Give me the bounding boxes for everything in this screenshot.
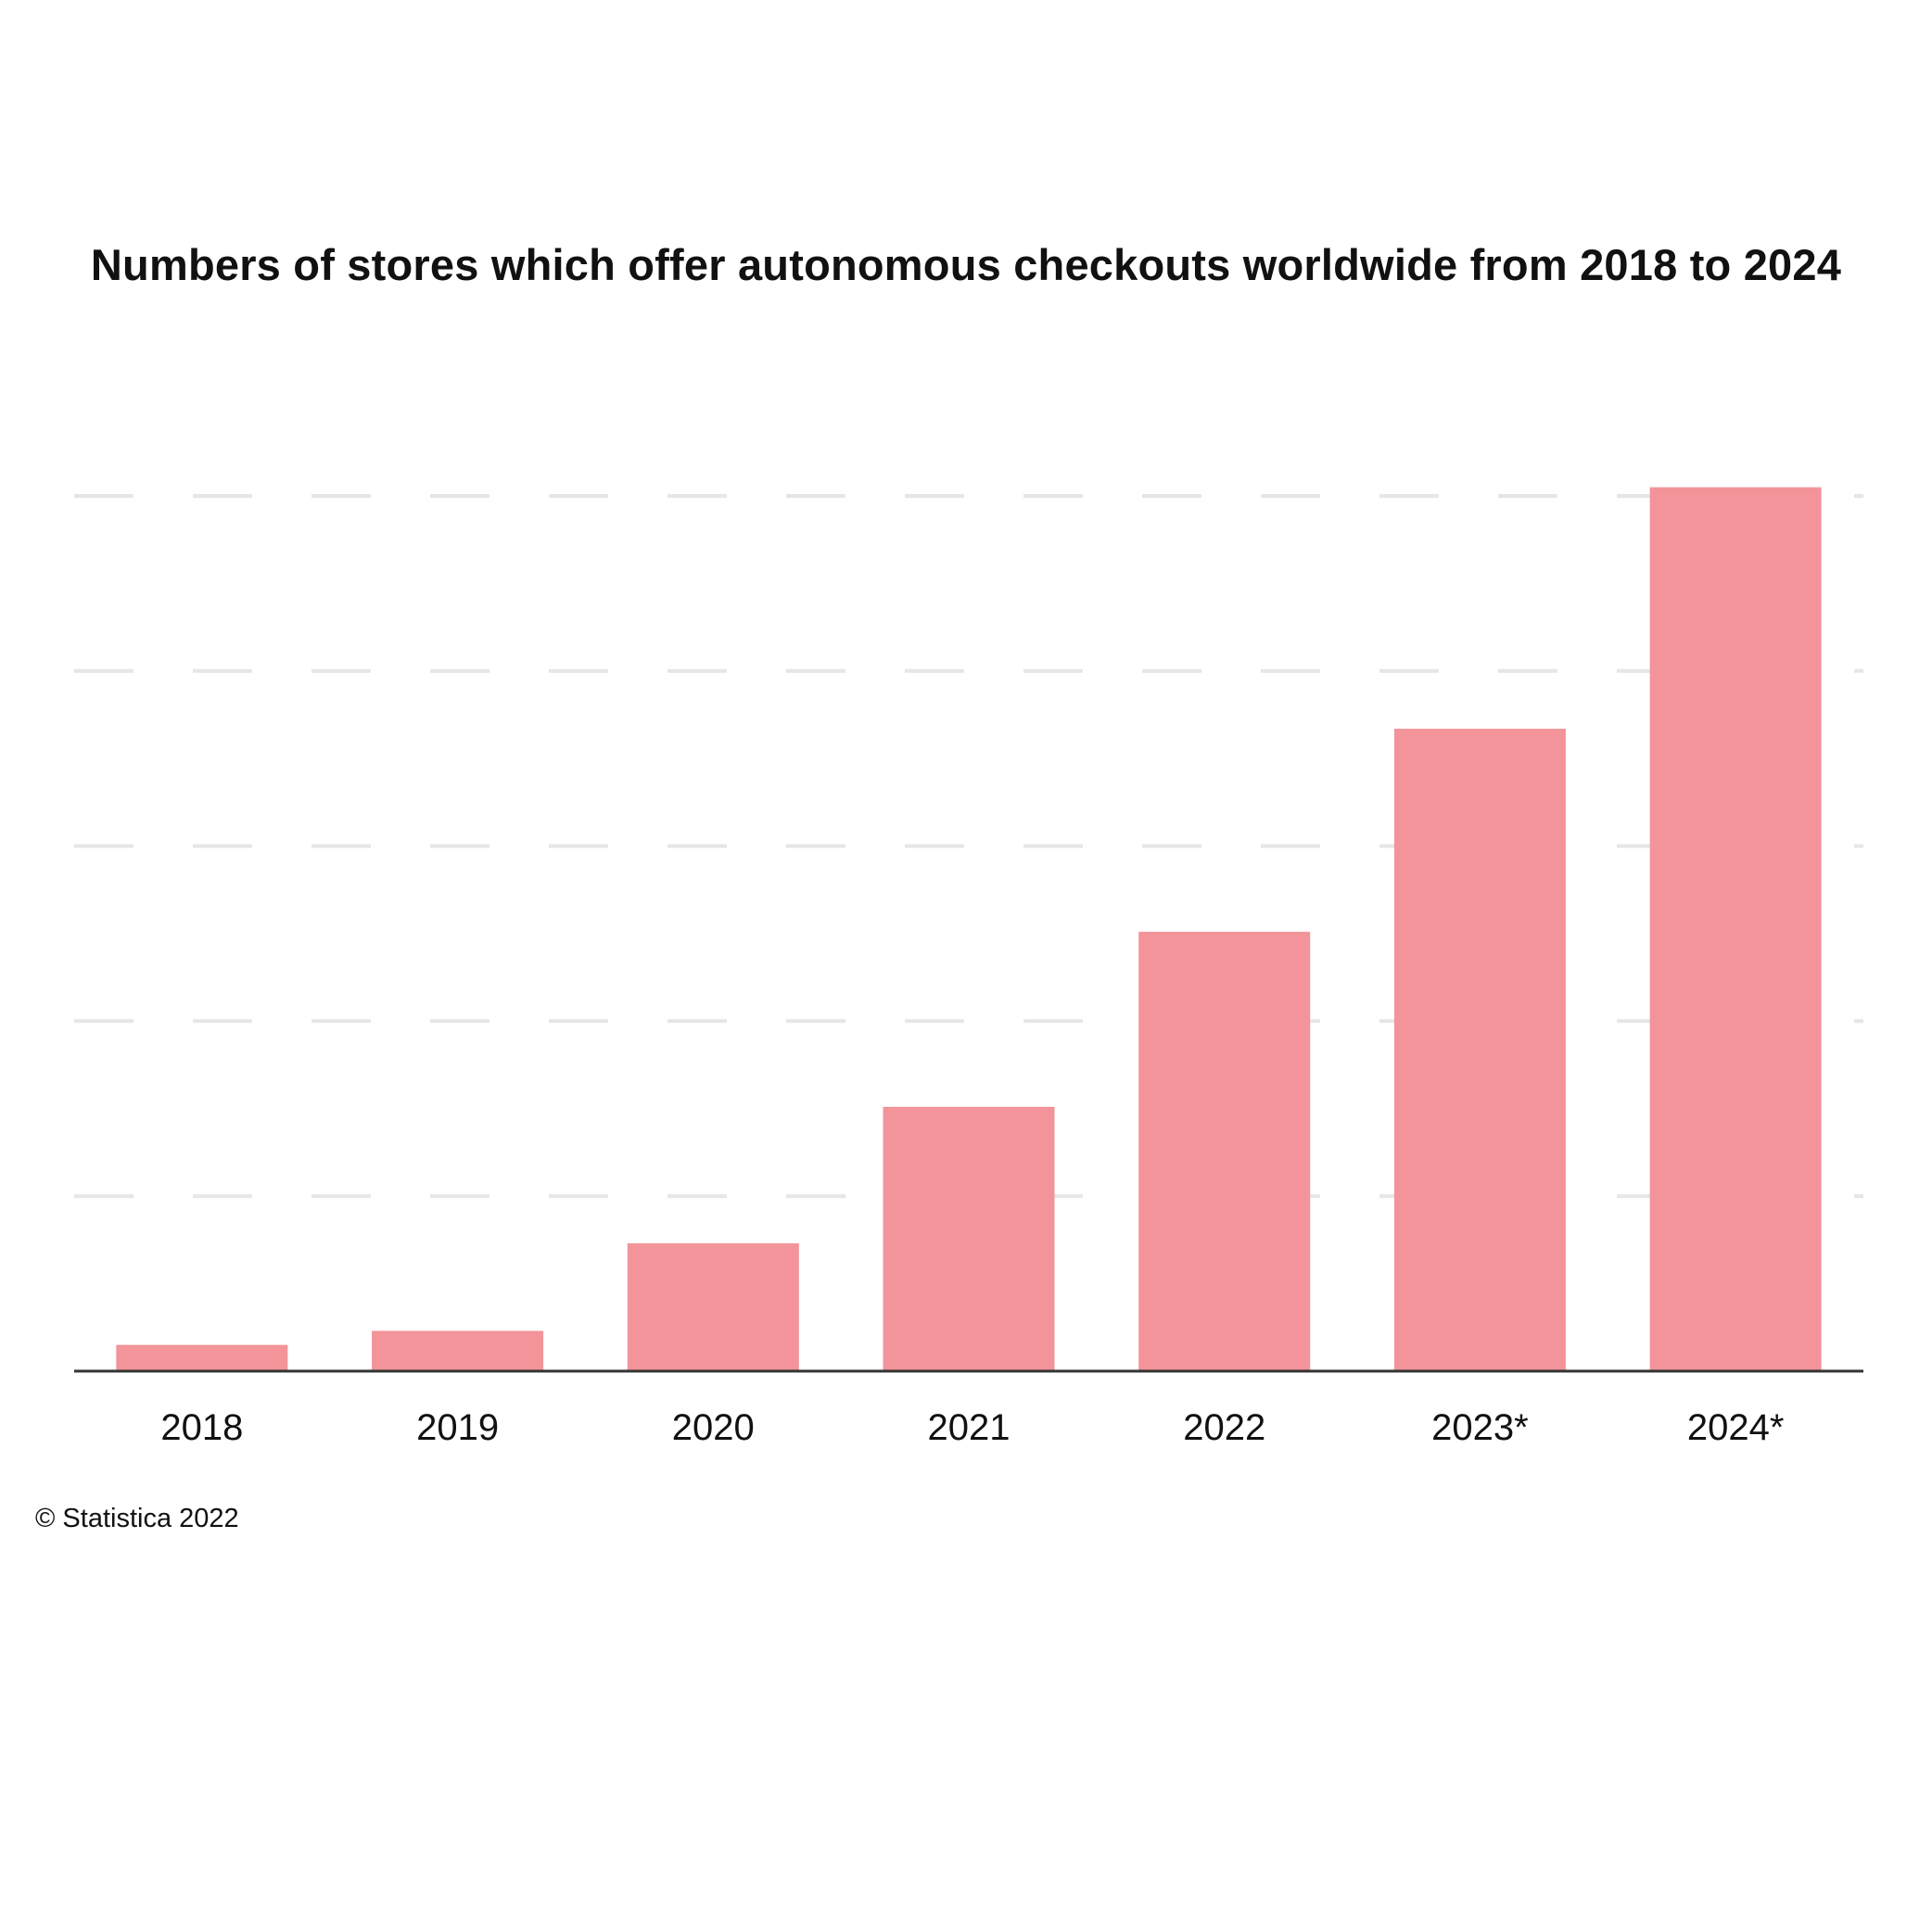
x-tick-label: 2021: [928, 1407, 1010, 1448]
gridlines: [74, 494, 1863, 1199]
x-tick-label: 2018: [160, 1407, 243, 1448]
bar-2021: [883, 1106, 1055, 1371]
chart-title: Numbers of stores which offer autonomous…: [90, 240, 1842, 289]
bar-2023-forecast: [1393, 729, 1566, 1371]
x-tick-labels: 2018 2019 2020 2021 2022 2023* 2024*: [160, 1407, 1784, 1448]
bar-2022: [1138, 932, 1311, 1371]
x-tick-label: 2022: [1183, 1407, 1265, 1448]
x-tick-label: 2023*: [1431, 1407, 1529, 1448]
x-tick-label: 2020: [672, 1407, 755, 1448]
bar-2020: [627, 1243, 799, 1371]
x-tick-label: 2019: [416, 1407, 499, 1448]
bar-2024-forecast: [1649, 487, 1822, 1371]
bar-2018: [116, 1344, 288, 1371]
bar-2019: [372, 1330, 544, 1371]
x-tick-label: 2024*: [1687, 1407, 1785, 1448]
copyright-notice: © Statistica 2022: [35, 1504, 239, 1533]
bars: [116, 487, 1822, 1371]
